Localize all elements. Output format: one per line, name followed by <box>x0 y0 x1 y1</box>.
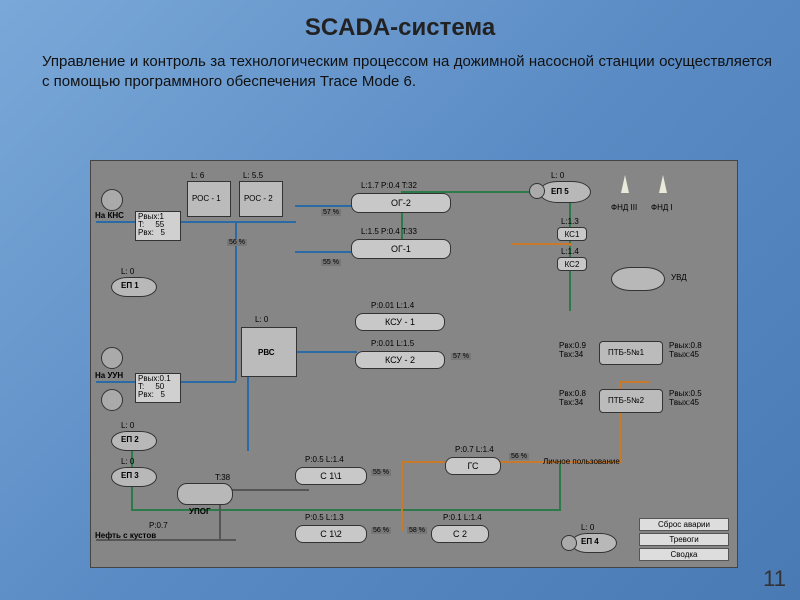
param-s12: P:0.5 L:1.3 <box>305 513 344 522</box>
param-upog: T:38 <box>215 473 230 482</box>
pump-icon <box>101 347 123 369</box>
pump-icon <box>101 189 123 211</box>
label-upog: УПОГ <box>189 507 210 516</box>
param-uun: Pвых:0.1 T: 50 Pвх: 5 <box>135 373 181 403</box>
label-uun: На УУН <box>95 371 123 380</box>
param-gs: P:0.7 L:1.4 <box>455 445 494 454</box>
pump-icon <box>561 535 577 551</box>
unit-s2[interactable]: С 2 <box>431 525 489 543</box>
scada-panel: На КНС На УУН Нефть с кустов L: 6 РОС - … <box>90 160 738 568</box>
param-ep5: L: 0 <box>551 171 564 180</box>
pct: 55 % <box>321 259 341 266</box>
param-og1: L:1.5 P:0.4 T:33 <box>361 227 417 236</box>
unit-ros1[interactable]: РОС - 1 <box>187 181 231 217</box>
param-ksu2: P:0.01 L:1.5 <box>371 339 414 348</box>
param-s11: P:0.5 L:1.4 <box>305 455 344 464</box>
label-uvd: УВД <box>671 273 687 282</box>
alarms-button[interactable]: Тревоги <box>639 533 729 546</box>
param-ros2: L: 5.5 <box>243 171 263 180</box>
pct: 57 % <box>321 209 341 216</box>
pipe-oil <box>401 461 403 531</box>
param-ksu1: P:0.01 L:1.4 <box>371 301 414 310</box>
reset-alarm-button[interactable]: Сброс аварии <box>639 518 729 531</box>
unit-ks1[interactable]: КС1 <box>557 227 587 241</box>
param-neft-p: P:0.7 <box>149 521 168 530</box>
unit-uvd[interactable] <box>611 267 665 291</box>
pump-icon <box>101 389 123 411</box>
param-ptb1l: Pвх:0.9 Tвх:34 <box>559 341 586 359</box>
page-number: 11 <box>763 566 786 592</box>
param-ks2: L:1.4 <box>561 247 579 256</box>
param-ks1: L:1.3 <box>561 217 579 226</box>
label-lichnoe: Личное пользование <box>543 457 620 466</box>
label-ep2: ЕП 2 <box>121 435 139 444</box>
unit-rvs[interactable]: РВС <box>241 327 297 377</box>
pct: 58 % <box>407 527 427 534</box>
param-ep2: L: 0 <box>121 421 134 430</box>
flame-icon <box>659 175 667 193</box>
param-ptb1r: Pвых:0.8 Tвых:45 <box>669 341 702 359</box>
label-ep1: ЕП 1 <box>121 281 139 290</box>
unit-gs[interactable]: ГС <box>445 457 501 475</box>
flame-icon <box>621 175 629 193</box>
pipe-oil <box>569 243 571 246</box>
unit-upog[interactable] <box>177 483 233 505</box>
param-rvs: L: 0 <box>255 315 268 324</box>
unit-og1[interactable]: ОГ-1 <box>351 239 451 259</box>
param-ep4: L: 0 <box>581 523 594 532</box>
param-og2: L:1.7 P:0.4 T:32 <box>361 181 417 190</box>
param-ptb2r: Pвых:0.5 Tвых:45 <box>669 389 702 407</box>
pump-icon <box>529 183 545 199</box>
label-neft: Нефть с кустов <box>95 531 156 540</box>
label-ep4: ЕП 4 <box>581 537 599 546</box>
pct: 56 % <box>509 453 529 460</box>
pipe-oil <box>619 381 649 383</box>
pct: 57 % <box>451 353 471 360</box>
pipe <box>96 221 296 223</box>
pipe-oil <box>511 243 571 245</box>
summary-button[interactable]: Сводка <box>639 548 729 561</box>
unit-ks2[interactable]: КС2 <box>557 257 587 271</box>
unit-ptb2[interactable]: ПТБ-5№2 <box>599 389 663 413</box>
unit-s11[interactable]: С 1\1 <box>295 467 367 485</box>
unit-ksu1[interactable]: КСУ - 1 <box>355 313 445 331</box>
unit-s12[interactable]: С 1\2 <box>295 525 367 543</box>
label-ep5: ЕП 5 <box>551 187 569 196</box>
param-ros1: L: 6 <box>191 171 204 180</box>
unit-ksu2[interactable]: КСУ - 2 <box>355 351 445 369</box>
param-ep3: L: 0 <box>121 457 134 466</box>
pct: 56 % <box>227 239 247 246</box>
param-kns: Pвых:1 T: 55 Pвх: 5 <box>135 211 181 241</box>
button-panel: Сброс аварии Тревоги Сводка <box>639 516 729 561</box>
description: Управление и контроль за технологическим… <box>0 42 800 99</box>
unit-ros2[interactable]: РОС - 2 <box>239 181 283 217</box>
unit-ptb1[interactable]: ПТБ-5№1 <box>599 341 663 365</box>
label-fnd3: ФНД III <box>611 203 637 212</box>
unit-og2[interactable]: ОГ-2 <box>351 193 451 213</box>
param-ptb2l: Pвх:0.8 Tвх:34 <box>559 389 586 407</box>
pipe-gas <box>559 461 561 511</box>
param-s2: P:0.1 L:1.4 <box>443 513 482 522</box>
pct: 56 % <box>371 527 391 534</box>
param-ep1: L: 0 <box>121 267 134 276</box>
label-kns: На КНС <box>95 211 124 220</box>
pct: 55 % <box>371 469 391 476</box>
label-ep3: ЕП 3 <box>121 471 139 480</box>
page-title: SCADA-система <box>0 0 800 42</box>
label-fnd1: ФНД I <box>651 203 673 212</box>
